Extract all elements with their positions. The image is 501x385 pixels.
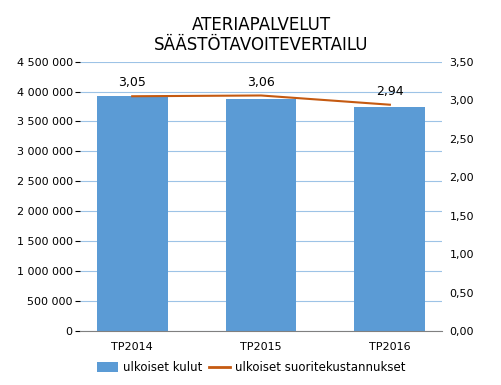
Bar — [97, 96, 167, 331]
Text: 2,94: 2,94 — [375, 85, 403, 98]
Legend: ulkoiset kulut, ulkoiset suoritekustannukset: ulkoiset kulut, ulkoiset suoritekustannu… — [92, 357, 409, 379]
Bar — [225, 99, 296, 331]
Title: ATERIAPALVELUT
SÄÄSTÖTAVOITEVERTAILU: ATERIAPALVELUT SÄÄSTÖTAVOITEVERTAILU — [153, 16, 368, 55]
Bar — [354, 107, 424, 331]
Text: 3,06: 3,06 — [246, 75, 275, 89]
Text: 3,05: 3,05 — [118, 76, 146, 89]
